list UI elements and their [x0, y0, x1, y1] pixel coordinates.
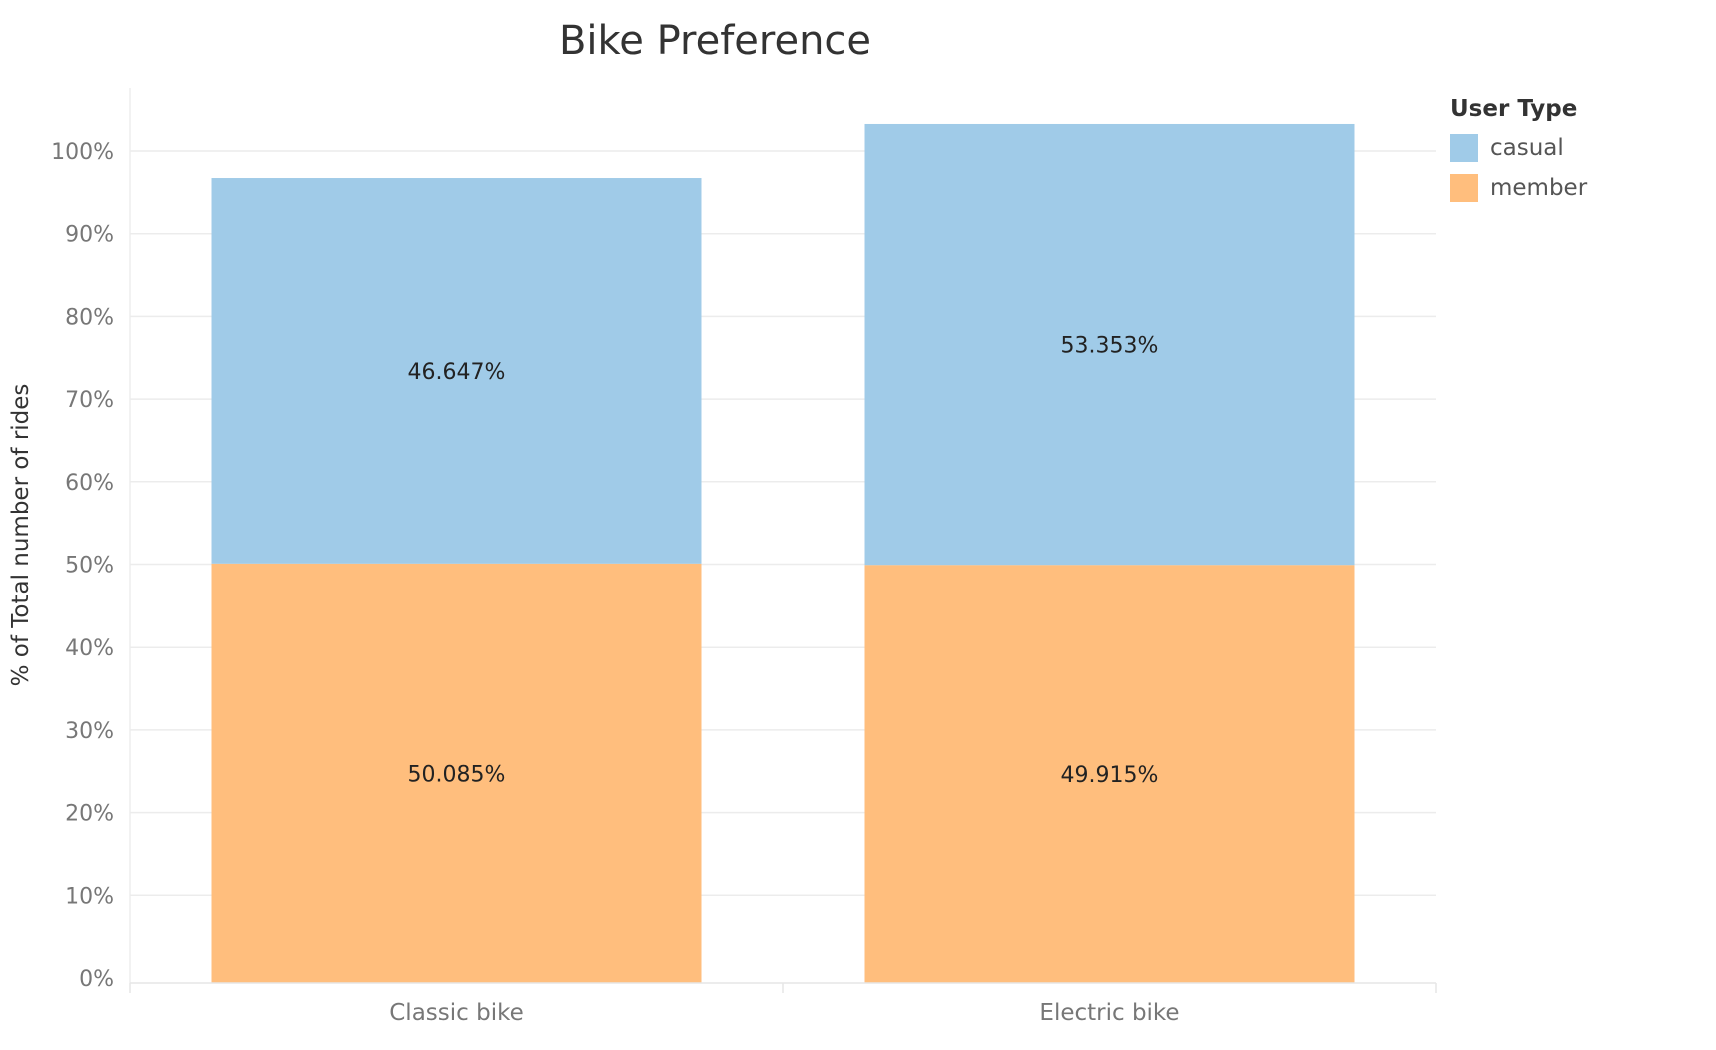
y-tick-label: 90%	[65, 223, 114, 248]
y-tick-label: 0%	[79, 967, 114, 992]
bar-casual	[211, 178, 702, 564]
data-label: 50.085%	[408, 762, 506, 787]
bar-member	[211, 563, 702, 983]
legend-swatch	[1450, 134, 1478, 162]
legend-swatch	[1450, 174, 1478, 202]
y-tick-label: 30%	[65, 719, 114, 744]
y-tick-label: 20%	[65, 802, 114, 827]
legend-label: member	[1490, 175, 1588, 201]
bar-member	[864, 565, 1355, 983]
x-tick-label: Electric bike	[1039, 1000, 1179, 1026]
y-axis-label: % of Total number of rides	[8, 384, 34, 687]
data-label: 49.915%	[1061, 763, 1159, 788]
data-labels: 50.085% 46.647% 49.915% 53.353%	[408, 334, 1159, 789]
legend: User Type casual member	[1450, 96, 1587, 208]
y-tick-label: 100%	[51, 140, 114, 165]
legend-label: casual	[1490, 135, 1564, 161]
data-label: 53.353%	[1061, 334, 1159, 359]
y-tick-label: 70%	[65, 388, 114, 413]
legend-item-member[interactable]: member	[1450, 168, 1587, 208]
legend-title: User Type	[1450, 96, 1578, 122]
bar-casual	[864, 123, 1355, 566]
y-tick-label: 50%	[65, 554, 114, 579]
y-tick-label: 10%	[65, 884, 114, 909]
x-tick-label: Classic bike	[389, 1000, 524, 1026]
y-tick-label: 60%	[65, 471, 114, 496]
legend-item-casual[interactable]: casual	[1450, 128, 1587, 168]
y-tick-label: 40%	[65, 636, 114, 661]
bars	[211, 123, 1355, 983]
data-label: 46.647%	[408, 360, 506, 385]
x-axis: Classic bike Electric bike	[129, 982, 1437, 1026]
chart-title: Bike Preference	[558, 18, 872, 64]
y-axis-ticks: 0% 10% 20% 30% 40% 50% 60% 70% 80% 90% 100%	[51, 140, 114, 992]
y-tick-label: 80%	[65, 305, 114, 330]
